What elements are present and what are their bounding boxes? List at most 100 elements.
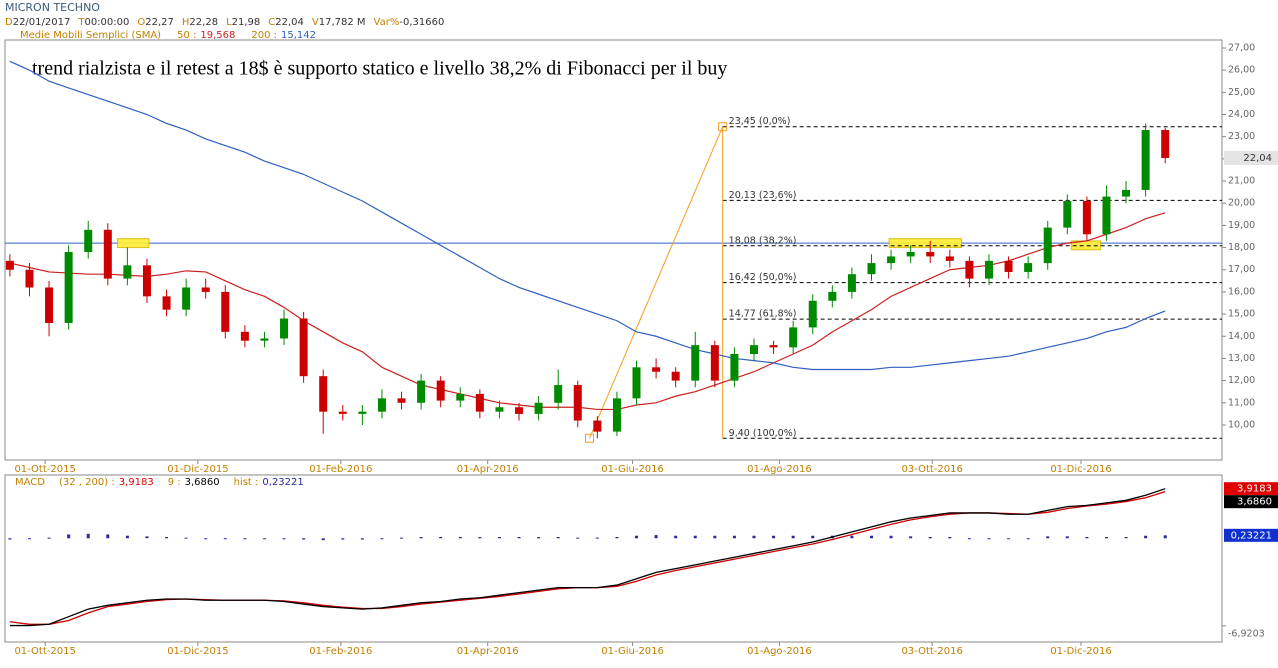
info-value: 00:00:00: [84, 17, 129, 28]
value-box: [1224, 482, 1278, 496]
x-tick-label: 01-Apr-2016: [457, 464, 519, 475]
macd-panel: [4, 474, 1223, 643]
candle-body: [789, 327, 798, 348]
hist-bar: [693, 535, 697, 539]
candle-body: [828, 291, 837, 301]
y-tick-label: 25,00: [1228, 87, 1255, 98]
highlight-box: [117, 238, 150, 249]
candle-body: [573, 385, 582, 421]
hist-bar: [772, 535, 776, 539]
value-box-label: 0,23221: [1231, 530, 1272, 541]
hist-bar: [47, 537, 51, 539]
y-tick-label: 11,00: [1228, 397, 1255, 408]
info-value: -0,31660: [399, 17, 444, 28]
candle-body: [338, 411, 347, 414]
candle-body: [377, 398, 386, 412]
macd-title: MACD: [15, 477, 45, 488]
candle-body: [612, 398, 621, 432]
candle-body: [808, 300, 817, 328]
candle-body: [671, 371, 680, 381]
candle-body: [593, 420, 602, 432]
hist-bar: [556, 536, 560, 539]
hist-bar: [419, 536, 423, 539]
candle-body: [984, 260, 993, 279]
candle-body: [1063, 200, 1072, 228]
y-tick-label: 16,00: [1228, 286, 1255, 297]
candle-body: [554, 385, 563, 403]
info-value: 22/01/2017: [13, 17, 71, 28]
candle-body: [456, 393, 465, 401]
hist-bar: [67, 534, 71, 539]
hist-bar: [302, 538, 306, 540]
fib-anchor: [585, 433, 595, 443]
legend-name: hist :: [234, 477, 259, 488]
fib-label: 9,40 (100,0%): [729, 428, 797, 439]
hist-bar: [400, 537, 404, 539]
x-tick-label: 01-Feb-2016: [309, 646, 372, 657]
candle-body: [260, 338, 269, 341]
sma-label: Medie Mobili Semplici (SMA): [20, 30, 161, 41]
value-box: [1224, 495, 1278, 509]
info-value: 22,04: [275, 17, 304, 28]
candle-body: [652, 367, 661, 372]
candle-body: [182, 287, 191, 310]
y-tick-label: 13,00: [1228, 353, 1255, 364]
value-box-label: 3,6860: [1237, 497, 1272, 508]
hist-bar: [321, 538, 325, 541]
hist-bar: [1124, 536, 1128, 539]
last-price-box: [1224, 150, 1278, 165]
candle-body: [64, 251, 73, 323]
y-tick-label: 10,00: [1228, 419, 1255, 430]
info-key: C: [268, 17, 275, 28]
candle-body: [769, 345, 778, 348]
hist-bar: [1007, 538, 1011, 540]
hist-bar: [1026, 538, 1030, 540]
candle-body: [1082, 200, 1091, 235]
candle-body: [417, 380, 426, 403]
candle-body: [691, 345, 700, 381]
hist-bar: [184, 537, 188, 539]
x-tick-label: 01-Dic-2016: [1050, 464, 1111, 475]
y-tick-label: 18,00: [1228, 242, 1255, 253]
candle-body: [358, 411, 367, 414]
hist-bar: [86, 533, 90, 539]
hist-bar: [439, 536, 443, 539]
candle-body: [280, 318, 289, 339]
last-price-label: 22,04: [1243, 153, 1272, 164]
info-key: Var%: [374, 17, 400, 28]
legend-name: (32 , 200) :: [59, 477, 115, 488]
candle-body: [5, 260, 14, 270]
candle-body: [1043, 227, 1052, 264]
candle-body: [142, 265, 151, 297]
highlight-box: [888, 238, 963, 249]
sma-line: [9, 60, 1166, 371]
hist-bar: [635, 535, 639, 539]
y-tick-label: 19,00: [1228, 220, 1255, 231]
y-tick-label: 26,00: [1228, 65, 1255, 76]
candle-body: [945, 256, 954, 261]
candle-body: [397, 398, 406, 403]
candle-body: [515, 407, 524, 414]
hist-bar: [282, 538, 286, 540]
hist-bar: [478, 536, 482, 539]
candle-body: [887, 256, 896, 264]
candle-body: [25, 269, 34, 288]
min-label: -6,9203: [1228, 628, 1265, 639]
fib-label: 14,77 (61,8%): [729, 309, 797, 320]
info-key: V: [312, 17, 319, 28]
candle-body: [240, 331, 249, 341]
hist-bar: [967, 538, 971, 540]
hist-bar: [517, 536, 521, 539]
hist-bar: [380, 538, 384, 540]
candle-body: [221, 291, 230, 332]
legend-value: 3,9183: [119, 477, 154, 488]
info-key: H: [182, 17, 190, 28]
candle-body: [495, 407, 504, 412]
hist-bar: [8, 538, 12, 540]
legend-value: 0,23221: [262, 477, 303, 488]
candle-body: [45, 287, 54, 323]
hist-bar: [752, 535, 756, 539]
hist-bar: [497, 536, 501, 539]
x-tick-label: 01-Ago-2016: [747, 464, 812, 475]
